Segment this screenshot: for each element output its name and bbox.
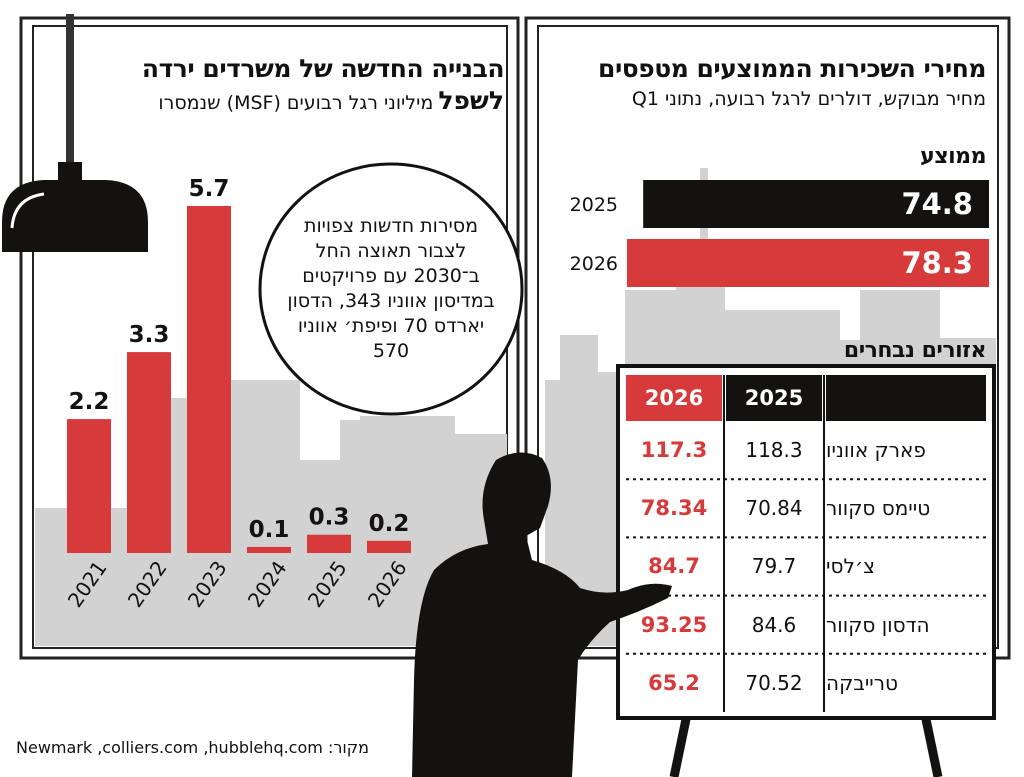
header-2025-bg	[726, 375, 822, 421]
avg-bar-value: 78.3	[901, 246, 973, 280]
lamp-cord	[66, 14, 74, 176]
bar-value-label: 2.2	[69, 389, 110, 415]
speaker-silhouette	[412, 452, 672, 777]
avg-bar-2026	[627, 239, 989, 287]
avg-bar-year: 2025	[570, 194, 618, 216]
table-header-cell	[826, 375, 986, 421]
regions-table: 2026 2025 117.3 118.3 פארק אווניו 78.34 70.84 ט…	[626, 375, 986, 712]
note-circle	[258, 162, 524, 416]
left-title-row2: לשפל מיליוני רגל רבועים (MSF) שנמסרו	[158, 86, 504, 115]
cell-2025: 70.84	[745, 496, 803, 521]
left-subtitle: מיליוני רגל רבועים (MSF) שנמסרו	[158, 92, 434, 114]
cell-2026: 65.2	[648, 670, 700, 695]
bar-2025	[307, 534, 351, 553]
avg-bar-value: 74.8	[901, 187, 973, 221]
header-name-bg	[826, 375, 986, 421]
cell-2026: 117.3	[640, 438, 708, 463]
cell-region-name: פארק אווניו	[826, 438, 926, 463]
bar-value-label: 5.7	[189, 176, 230, 202]
left-title-line2: לשפל	[438, 86, 504, 115]
average-label: ממוצע	[920, 144, 986, 169]
regions-label: אזורים נבחרים	[843, 338, 987, 363]
source-note: מקור: Newmark ,colliers.com ,hubblehq.co…	[16, 738, 369, 757]
cell-2026: 93.25	[640, 612, 708, 637]
cell-2025: 84.6	[751, 612, 797, 637]
table-grid	[626, 375, 986, 712]
bar-2026	[367, 540, 411, 553]
cell-2026: 84.7	[648, 554, 700, 579]
right-title: מחירי השכירות הממוצעים מטפסים	[598, 54, 986, 83]
table-header-cell: 2025	[744, 386, 804, 410]
bar-2021	[67, 419, 111, 553]
lamp-shade-icon	[2, 180, 148, 252]
header-2026-bg	[626, 375, 722, 421]
lamp-highlight	[10, 192, 45, 229]
left-panel-frame	[19, 16, 520, 660]
cell-2025: 118.3	[745, 438, 803, 463]
table-header-cell: 2026	[644, 386, 704, 410]
cell-2025: 79.7	[751, 554, 797, 579]
bar-value-label: 0.2	[369, 511, 410, 537]
note-bubble: מסירות חדשות צפויות לצבור תאוצה החל ב־20…	[260, 164, 522, 414]
note-text: מסירות חדשות צפויות לצבור תאוצה החל ב־20…	[287, 215, 495, 362]
avg-bar-2025	[643, 180, 989, 228]
left-title-line1: הבנייה החדשה של משרדים ירדה	[141, 54, 505, 83]
cell-region-name: טרייבקה	[826, 670, 899, 695]
bar-value-label: 0.3	[309, 505, 350, 531]
right-subtitle: מחיר מבוקש, דולרים לרגל רבועה, נתוני Q1	[631, 88, 986, 110]
left-skyline	[35, 380, 507, 646]
bar-value-label: 0.1	[249, 517, 290, 543]
avg-bar-year: 2026	[570, 253, 618, 275]
bar-2024	[247, 546, 291, 553]
bar-2023	[187, 206, 231, 553]
bar-2022	[127, 352, 171, 553]
cell-region-name: הדסון סקוור	[826, 612, 930, 637]
cell-region-name: טיימס סקוור	[826, 496, 931, 521]
easel-board	[616, 364, 996, 720]
cell-region-name: צ׳לסי	[826, 554, 875, 579]
cell-2026: 78.34	[640, 496, 708, 521]
cell-2025: 70.52	[745, 670, 803, 695]
bar-value-label: 3.3	[129, 322, 170, 348]
